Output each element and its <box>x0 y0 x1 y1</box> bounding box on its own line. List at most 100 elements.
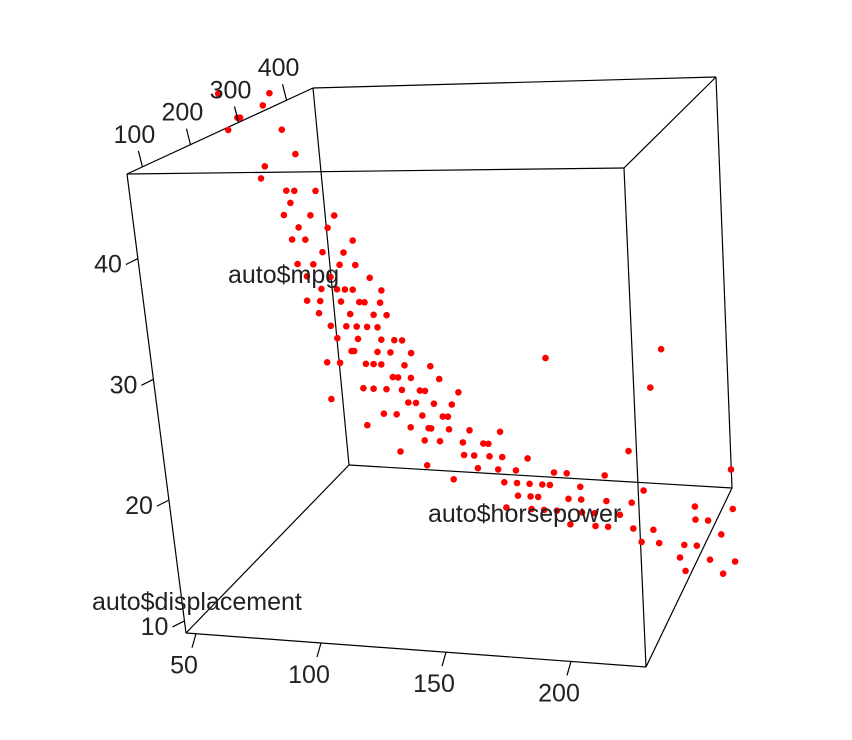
data-point <box>266 89 273 97</box>
data-point <box>312 187 319 195</box>
horsepower-tick-label: 50 <box>170 652 198 680</box>
data-point <box>283 187 290 194</box>
box-edge-depth-bottom-left <box>185 464 350 634</box>
displacement-tick-label: 200 <box>162 99 204 127</box>
data-point <box>542 354 549 362</box>
data-point <box>214 90 222 97</box>
horsepower-axis-label: auto$horsepower <box>428 500 621 528</box>
data-point <box>328 395 335 403</box>
box-edge-depth-top-right <box>623 76 717 169</box>
data-point <box>421 387 429 395</box>
data-point <box>315 309 323 317</box>
data-point <box>616 511 624 519</box>
mpg-tick <box>141 378 154 386</box>
data-point <box>567 521 574 528</box>
data-point <box>323 359 331 366</box>
displacement-tick-label: 300 <box>210 76 252 104</box>
mpg-tick-label: 30 <box>110 371 138 399</box>
data-point <box>691 503 699 510</box>
data-point <box>336 261 343 269</box>
data-point <box>340 249 347 256</box>
data-point <box>287 199 294 207</box>
data-point <box>628 499 635 507</box>
data-point <box>350 347 358 355</box>
data-point <box>460 451 468 459</box>
mpg-axis-label: auto$mpg <box>228 261 339 289</box>
data-point <box>501 479 508 486</box>
data-point <box>398 386 406 394</box>
data-point <box>470 452 478 459</box>
data-point <box>370 311 377 319</box>
data-point <box>349 237 357 244</box>
data-point <box>327 322 335 330</box>
data-point <box>352 261 359 269</box>
box-edge-front-right <box>623 167 647 668</box>
data-point <box>387 349 394 356</box>
data-point <box>389 373 397 381</box>
data-point <box>565 495 572 503</box>
data-point <box>319 248 326 256</box>
box-edge-depth-bottom-right <box>645 487 733 668</box>
data-point <box>383 311 390 319</box>
data-point <box>450 476 458 483</box>
box-edge-front-top <box>126 167 625 175</box>
data-point <box>729 505 737 513</box>
data-point <box>374 324 381 331</box>
mpg-tick <box>125 258 139 266</box>
box-edge-front-left <box>126 173 187 634</box>
data-point <box>445 426 453 433</box>
data-point <box>625 447 632 455</box>
data-point <box>550 469 558 476</box>
horsepower-tick-label: 100 <box>288 661 330 689</box>
box-edge-back-bottom <box>348 464 733 489</box>
data-point <box>356 298 363 306</box>
data-point <box>303 273 311 280</box>
data-point <box>526 480 533 488</box>
data-point <box>376 299 384 307</box>
data-point <box>727 466 735 473</box>
data-point <box>524 455 531 462</box>
data-point <box>336 359 344 367</box>
data-point <box>363 323 371 331</box>
data-point <box>486 453 493 460</box>
data-point <box>682 567 689 575</box>
horsepower-tick <box>566 661 572 676</box>
data-point <box>693 542 701 549</box>
data-point <box>601 472 608 479</box>
data-point <box>378 287 385 294</box>
displacement-tick-label: 400 <box>258 54 300 82</box>
data-point <box>448 401 456 408</box>
data-point <box>407 374 415 382</box>
data-point <box>302 236 309 243</box>
data-point <box>578 509 586 516</box>
data-point <box>361 299 368 306</box>
data-point <box>494 466 502 473</box>
data-point <box>480 440 487 447</box>
data-point <box>676 554 684 561</box>
data-point <box>527 493 534 500</box>
mpg-tick-label: 10 <box>141 613 169 641</box>
data-point <box>459 439 467 446</box>
displacement-tick <box>185 128 192 145</box>
data-point <box>316 297 324 305</box>
data-point <box>291 187 298 195</box>
data-point <box>592 522 599 530</box>
data-point <box>391 336 398 344</box>
data-point <box>257 175 265 182</box>
data-point <box>295 224 302 231</box>
horsepower-tick <box>316 642 322 658</box>
data-point <box>647 384 654 391</box>
data-point <box>280 211 288 219</box>
data-point <box>366 274 374 282</box>
data-point <box>310 261 317 268</box>
data-point <box>513 479 521 487</box>
mpg-tick-label: 40 <box>94 251 122 279</box>
data-point <box>421 437 429 444</box>
displacement-tick <box>137 150 143 168</box>
data-point <box>374 348 381 356</box>
data-point <box>343 323 350 330</box>
data-point <box>380 410 388 418</box>
box-edge-back-top <box>312 76 717 89</box>
